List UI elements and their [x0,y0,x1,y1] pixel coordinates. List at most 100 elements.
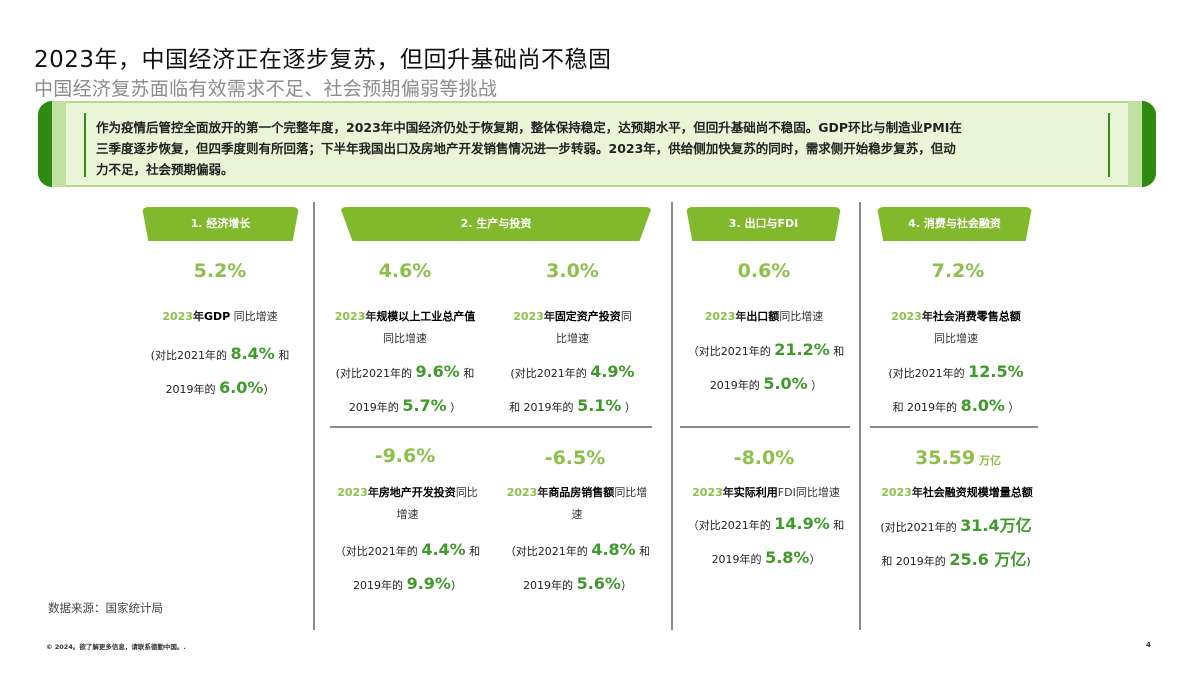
copyright-footer: © 2024。欲了解更多信息，请联系德勤中国。. [46,643,186,651]
summary-right-cap [1138,101,1156,187]
column-divider [671,202,673,630]
metric-year-suffix: 年 [543,310,555,323]
cmp-suffix: ） [620,579,632,592]
cmp-2019-value: 5.0% [763,374,808,393]
metric-label-rest: 同比 [455,486,478,499]
cmp-2019-value: 6.0% [219,378,264,397]
metric-value: -8.0% [733,447,795,469]
cmp-2019-prefix: 和 2019年的 [881,555,950,568]
metric-value-unit: 万亿 [975,454,1001,467]
summary-right-rule [1108,113,1110,177]
cmp-2019-value: 25.6 万亿 [949,550,1027,569]
metric-label: 2023年商品房销售额同比增 速 [492,482,662,526]
metric-value: 3.0% [546,260,599,282]
metric-key: 固定资产投资 [554,310,621,323]
cmp-2021-value: 4.9% [590,362,635,381]
data-source-note: 数据来源：国家统计局 [48,601,163,615]
metric-label-rest: 同 [620,310,632,323]
cmp-suffix: ） [809,553,821,566]
metric-label: 2023年固定资产投资同 比增速 [490,306,655,350]
metric-value: 5.2% [193,260,247,282]
cmp-prefix: (对比2021年的 [335,367,416,380]
cmp-suffix: ） [450,579,462,592]
metric-year: 2023 [891,310,922,323]
cmp-prefix: （对比2021年的 [334,545,422,558]
summary-left-band [52,101,66,187]
cmp-prefix: (对比2021年的 [510,367,591,380]
metric-value: 0.6% [737,260,791,282]
section-tab-consumption-finance: 4. 消费与社会融资 [877,207,1032,241]
metric-comparison: （对比2021年的 21.2% 和 2019年的 5.0% ） [678,334,854,402]
cmp-2021-value: 21.2% [774,340,830,359]
metric-value: 7.2% [931,260,985,282]
cmp-2019-prefix: 2019年的 [523,579,577,592]
metric-label: 2023年规模以上工业总产值 同比增速 [320,306,490,350]
cmp-mid: 和 [829,345,845,358]
metric-year-suffix: 年 [537,486,549,499]
summary-right-band [1128,101,1142,187]
summary-line-3: 力不足，社会预期偏弱。 [96,162,234,177]
metric-label-line2: 速 [571,508,583,521]
page-title: 2023年，中国经济正在逐步复苏，但回升基础尚不稳固 [34,47,612,73]
cmp-suffix: ） [621,401,636,414]
cmp-suffix: ） [446,401,462,414]
cmp-2019-value: 5.1% [577,396,622,415]
metric-label: 2023年GDP 同比增速 [130,306,310,328]
cmp-2021-value: 31.4万亿 [960,516,1032,535]
cmp-mid: 和 [829,519,845,532]
metric-year: 2023 [704,310,736,323]
summary-box: 作为疫情后管控全面放开的第一个完整年度，2023年中国经济仍处于恢复期，整体保持… [38,101,1156,187]
metric-year: 2023 [337,486,368,499]
metric-key: 出口额 [746,310,780,323]
metric-label-line2: 同比增速 [934,332,978,345]
cmp-prefix: (对比2021年的 [888,367,969,380]
metric-label-rest: FDI同比增速 [777,486,840,499]
column-divider [313,202,315,630]
cmp-prefix: (对比2021年的 [150,349,231,362]
summary-line-2: 三季度逐步恢复，但四季度则有所回落；下半年我国出口及房地产开发销售情况进一步转弱… [96,141,956,156]
cmp-2019-prefix: 和 2019年的 [892,401,961,414]
metric-value: 4.6% [378,260,432,282]
metric-label-line2: 增速 [396,508,419,521]
cmp-2019-value: 8.0% [960,396,1005,415]
cmp-2019-prefix: 2019年的 [711,553,766,566]
metric-comparison: （对比2021年的 14.9% 和 2019年的 5.8%） [678,508,854,576]
metric-year: 2023 [881,486,912,499]
cmp-prefix: （对比2021年的 [687,519,775,532]
summary-text: 作为疫情后管控全面放开的第一个完整年度，2023年中国经济仍处于恢复期，整体保持… [96,117,1106,180]
metric-year-suffix: 年 [192,310,204,323]
section-tab-economic-growth: 1. 经济增长 [142,207,299,241]
metric-value: -9.6% [374,445,436,467]
cmp-prefix: （对比2021年的 [687,345,775,358]
metric-label-rest: 同比增速 [230,310,278,323]
metric-year: 2023 [692,486,723,499]
metric-key: 房地产开发投资 [378,486,456,499]
cmp-mid: 和 [459,367,475,380]
cmp-2019-value: 5.8% [765,548,810,567]
metric-year-suffix: 年 [735,310,747,323]
metric-label-line2: 比增速 [556,332,589,345]
section-tab-production-investment: 2. 生产与投资 [340,207,652,241]
section-tab-export-fdi: 3. 出口与FDI [686,207,841,241]
summary-line-1: 作为疫情后管控全面放开的第一个完整年度，2023年中国经济仍处于恢复期，整体保持… [96,120,962,135]
cmp-2019-prefix: 2019年的 [709,379,764,392]
cmp-2019-prefix: 2019年的 [165,383,220,396]
metric-year-suffix: 年 [911,486,923,499]
page-number: 4 [1146,641,1151,649]
metric-label-rest: 同比增 [614,486,648,499]
metric-comparison: (对比2021年的 4.9% 和 2019年的 5.1% ） [490,356,655,424]
cmp-suffix: ) [1026,555,1031,568]
metric-key: 规模以上工业总产值 [376,310,476,323]
metric-label: 2023年房地产开发投资同比 增速 [320,482,495,526]
metric-comparison: （对比2021年的 4.8% 和 2019年的 5.6%） [490,534,665,602]
cmp-2019-value: 5.7% [402,396,447,415]
cmp-mid: 和 [465,545,481,558]
cmp-mid: 和 [274,349,290,362]
cmp-2021-value: 12.5% [968,362,1024,381]
row-divider [870,426,1038,428]
cmp-2021-value: 4.4% [421,540,466,559]
metric-label: 2023年实际利用FDI同比增速 [678,482,854,504]
metric-value: -6.5% [544,447,606,469]
metric-comparison: (对比2021年的 12.5% 和 2019年的 8.0% ） [866,356,1046,424]
page-subtitle: 中国经济复苏面临有效需求不足、社会预期偏弱等挑战 [34,78,498,100]
